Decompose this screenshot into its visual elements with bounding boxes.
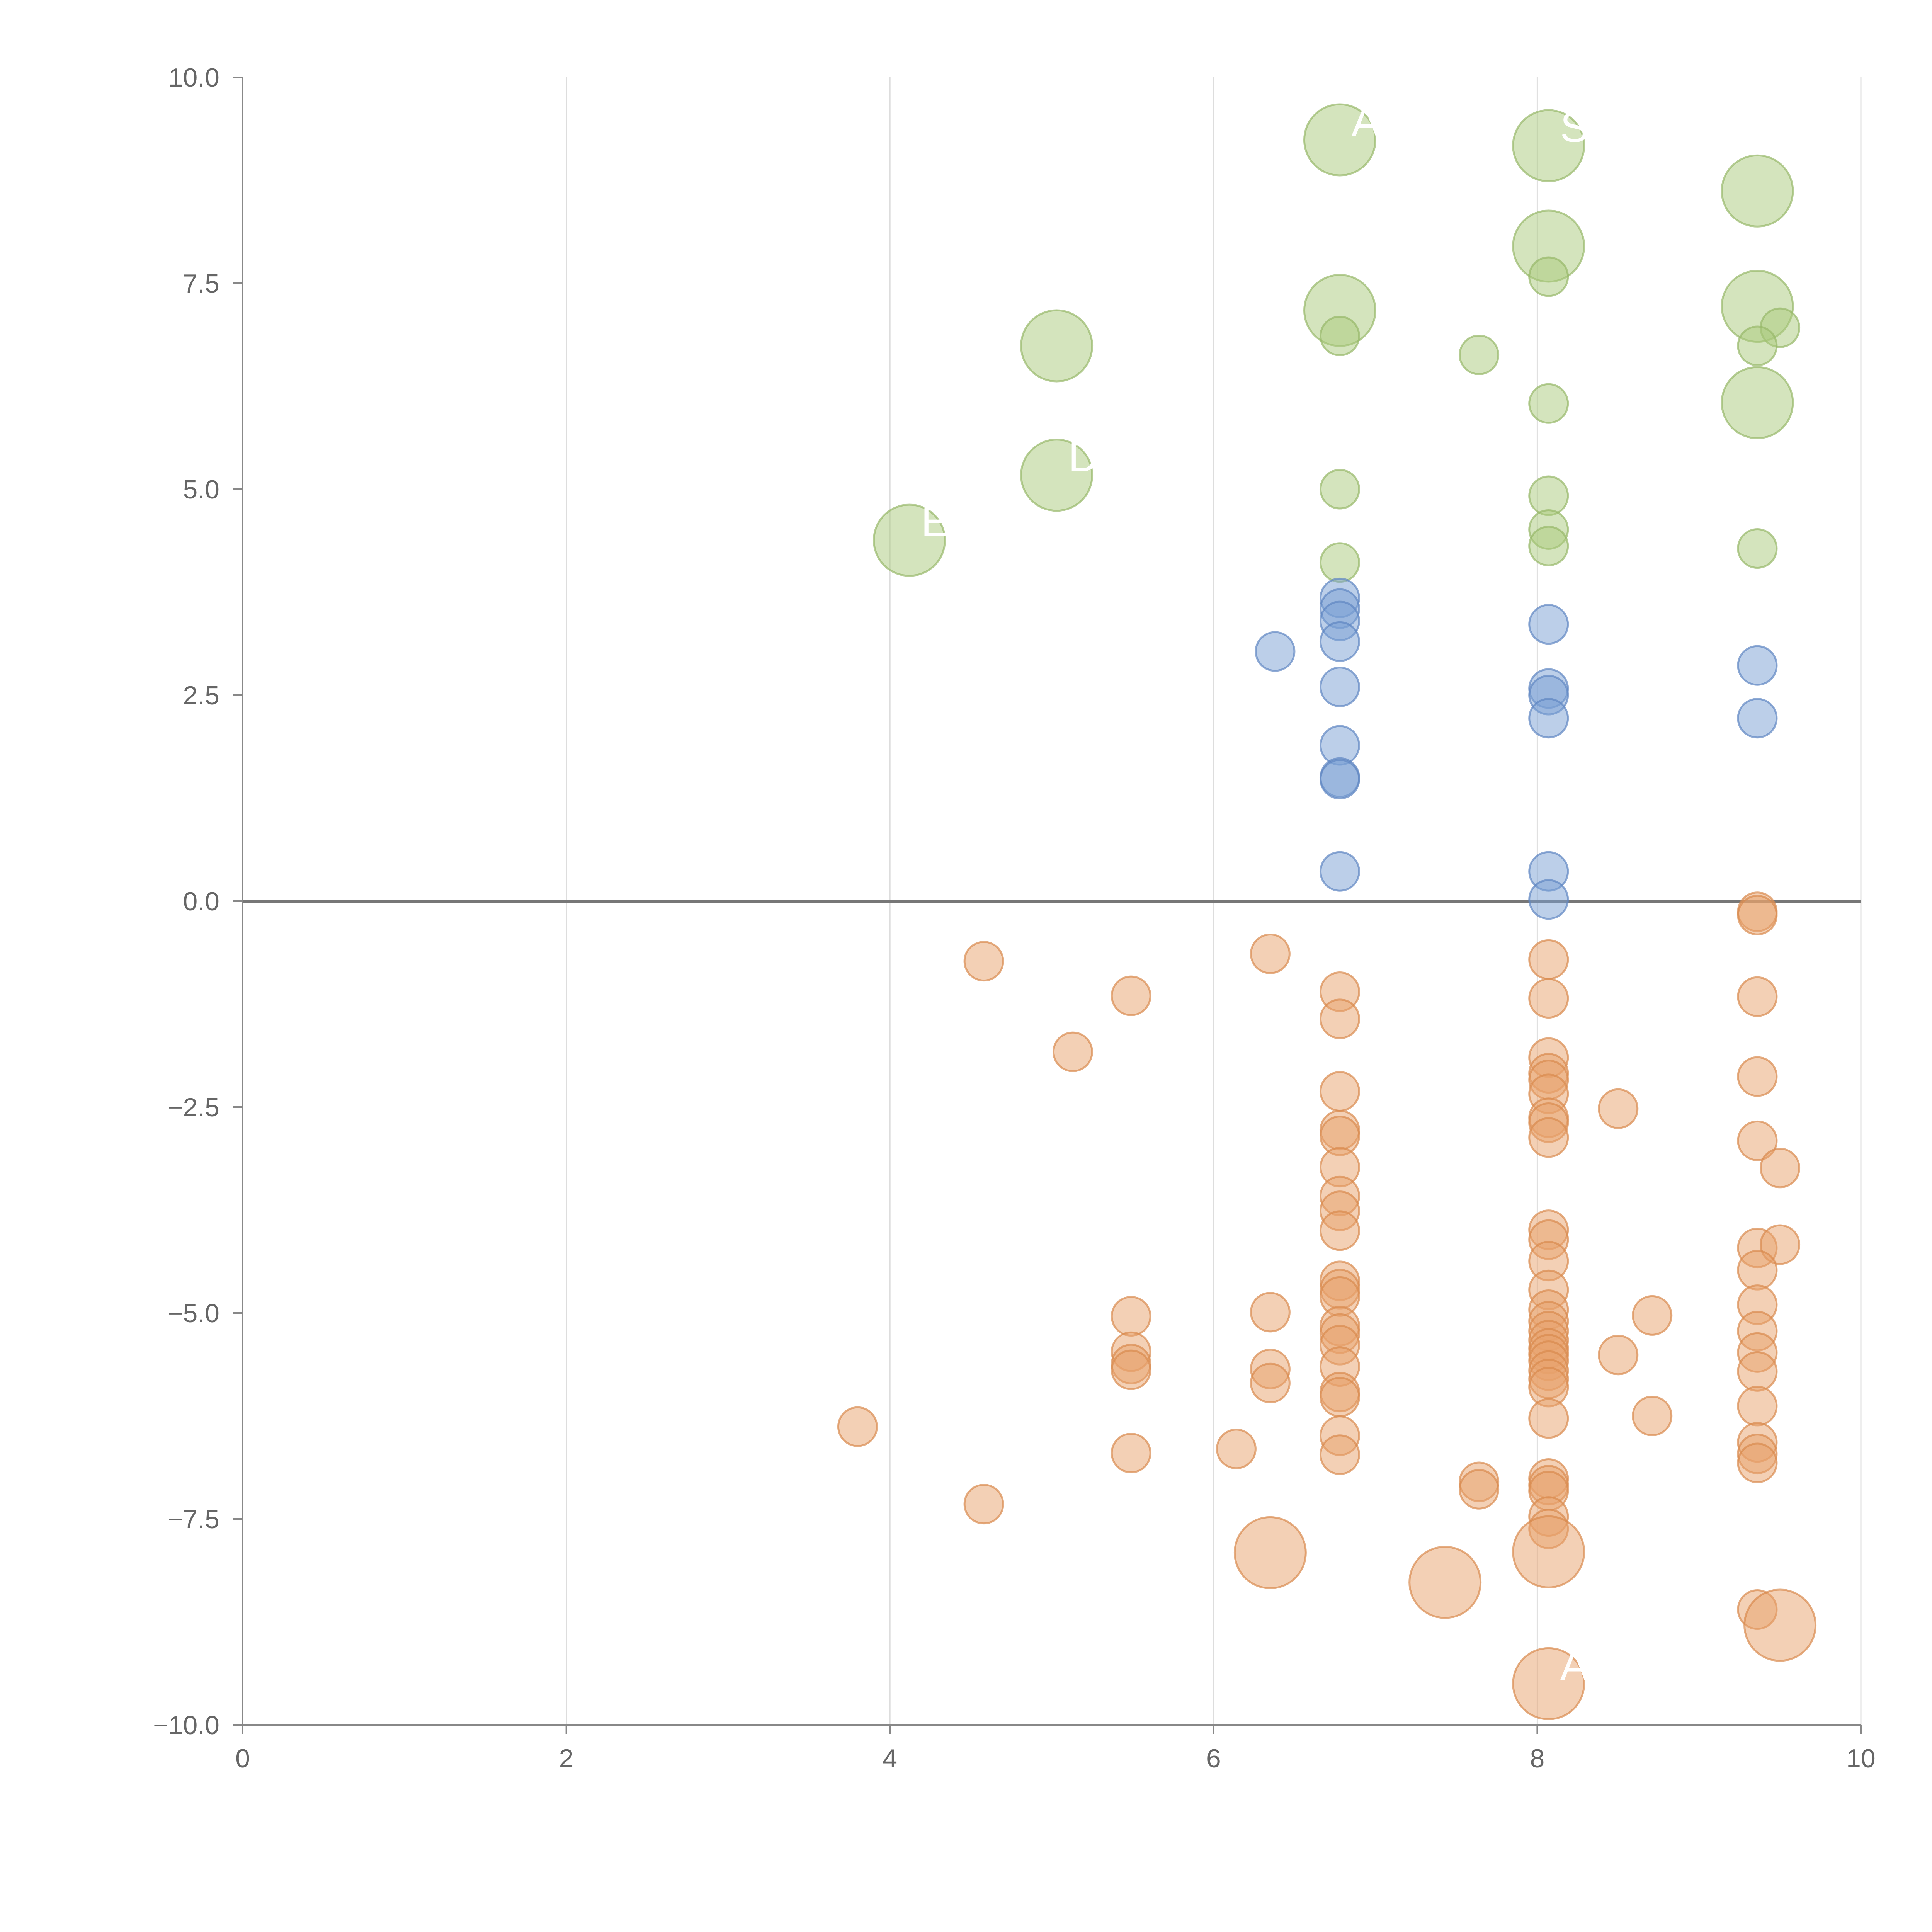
green-point: [1303, 103, 1376, 177]
orange-point: [1760, 1224, 1801, 1265]
orange-point: [963, 941, 1004, 982]
green-point: [1721, 366, 1794, 439]
y-tick-label: −5.0: [168, 1299, 219, 1328]
y-tick-label: −7.5: [168, 1505, 219, 1534]
axes: [233, 77, 1862, 1734]
green-point: [1020, 309, 1094, 383]
data-points: [837, 103, 1817, 1720]
green-point: [1528, 526, 1569, 566]
orange-point: [1319, 1210, 1360, 1251]
green-point: [1737, 325, 1778, 366]
blue-point: [1319, 759, 1360, 799]
orange-point: [1111, 1349, 1151, 1390]
y-tick-label: 7.5: [183, 269, 219, 298]
green-point: [1319, 469, 1360, 510]
orange-point: [1737, 1386, 1778, 1427]
orange-point: [1760, 1148, 1801, 1189]
y-tick-label: 0.0: [183, 887, 219, 916]
orange-point: [1598, 1335, 1639, 1376]
blue-point: [1528, 879, 1569, 920]
point-label: E: [921, 498, 949, 546]
x-tick-label: 4: [883, 1744, 897, 1773]
y-tick-label: −10.0: [153, 1711, 219, 1740]
orange-point: [1111, 975, 1151, 1016]
orange-point: [1052, 1031, 1093, 1072]
green-point: [1528, 383, 1569, 424]
orange-point: [1408, 1546, 1482, 1619]
y-tick-label: 5.0: [183, 475, 219, 504]
x-tick-label: 8: [1530, 1744, 1544, 1773]
point-label: S: [1560, 104, 1588, 151]
orange-point: [1737, 976, 1778, 1017]
orange-point: [1737, 1442, 1778, 1483]
orange-point: [1512, 1647, 1585, 1720]
y-tick-label: 10.0: [168, 63, 219, 92]
orange-point: [1319, 1434, 1360, 1475]
orange-point: [1319, 998, 1360, 1039]
orange-point: [1111, 1296, 1151, 1337]
blue-point: [1319, 667, 1360, 707]
blue-point: [1737, 645, 1778, 686]
orange-point: [1250, 1292, 1291, 1333]
orange-point: [1319, 1071, 1360, 1112]
point-label: AF: [1560, 1641, 1615, 1689]
orange-point: [1737, 1351, 1778, 1392]
point-labels: A S D E AF: [921, 98, 1614, 1689]
y-tick-label: 2.5: [183, 681, 219, 710]
blue-point: [1255, 631, 1296, 672]
orange-point: [1737, 895, 1778, 935]
point-label: A: [1351, 98, 1380, 145]
orange-point: [963, 1484, 1004, 1525]
green-point: [1319, 542, 1360, 583]
orange-point: [1216, 1429, 1257, 1469]
orange-point: [1528, 939, 1569, 980]
point-label: D: [1068, 433, 1099, 481]
orange-point: [1512, 1515, 1585, 1588]
green-point: [1721, 154, 1794, 228]
x-tick-label: 0: [235, 1744, 250, 1773]
orange-point: [1319, 1376, 1360, 1417]
x-tick-label: 6: [1206, 1744, 1221, 1773]
blue-point: [1528, 698, 1569, 739]
green-point: [1459, 334, 1500, 375]
x-tick-label: 2: [559, 1744, 574, 1773]
green-point: [1512, 109, 1585, 182]
blue-point: [1528, 604, 1569, 645]
orange-point: [1737, 1250, 1778, 1291]
orange-point: [1459, 1469, 1500, 1510]
orange-point: [1233, 1516, 1307, 1589]
orange-point: [1743, 1588, 1817, 1662]
orange-point: [1737, 1120, 1778, 1161]
green-point: [1020, 439, 1094, 512]
green-point: [1319, 315, 1360, 356]
blue-point: [1319, 621, 1360, 662]
orange-point: [1528, 1398, 1569, 1439]
green-point: [1528, 256, 1569, 297]
orange-point: [1250, 1362, 1291, 1403]
orange-point: [1598, 1088, 1639, 1129]
green-point: [1737, 528, 1778, 569]
green-point: [872, 503, 946, 577]
orange-point: [1250, 933, 1291, 974]
orange-point: [1111, 1432, 1151, 1473]
orange-point: [837, 1406, 878, 1447]
blue-point: [1737, 698, 1778, 739]
tick-labels: 0 2 4 6 8 10 −10.0 −7.5 −5.0 −2.5 0.0 2.5 5.0 7.5 10.0: [153, 63, 1876, 1773]
orange-point: [1737, 1056, 1778, 1097]
blue-point: [1319, 851, 1360, 892]
orange-point: [1632, 1295, 1673, 1336]
orange-point: [1632, 1396, 1673, 1436]
y-tick-label: −2.5: [168, 1093, 219, 1122]
orange-point: [1528, 978, 1569, 1019]
orange-point: [1528, 1117, 1569, 1158]
x-tick-label: 10: [1846, 1744, 1876, 1773]
